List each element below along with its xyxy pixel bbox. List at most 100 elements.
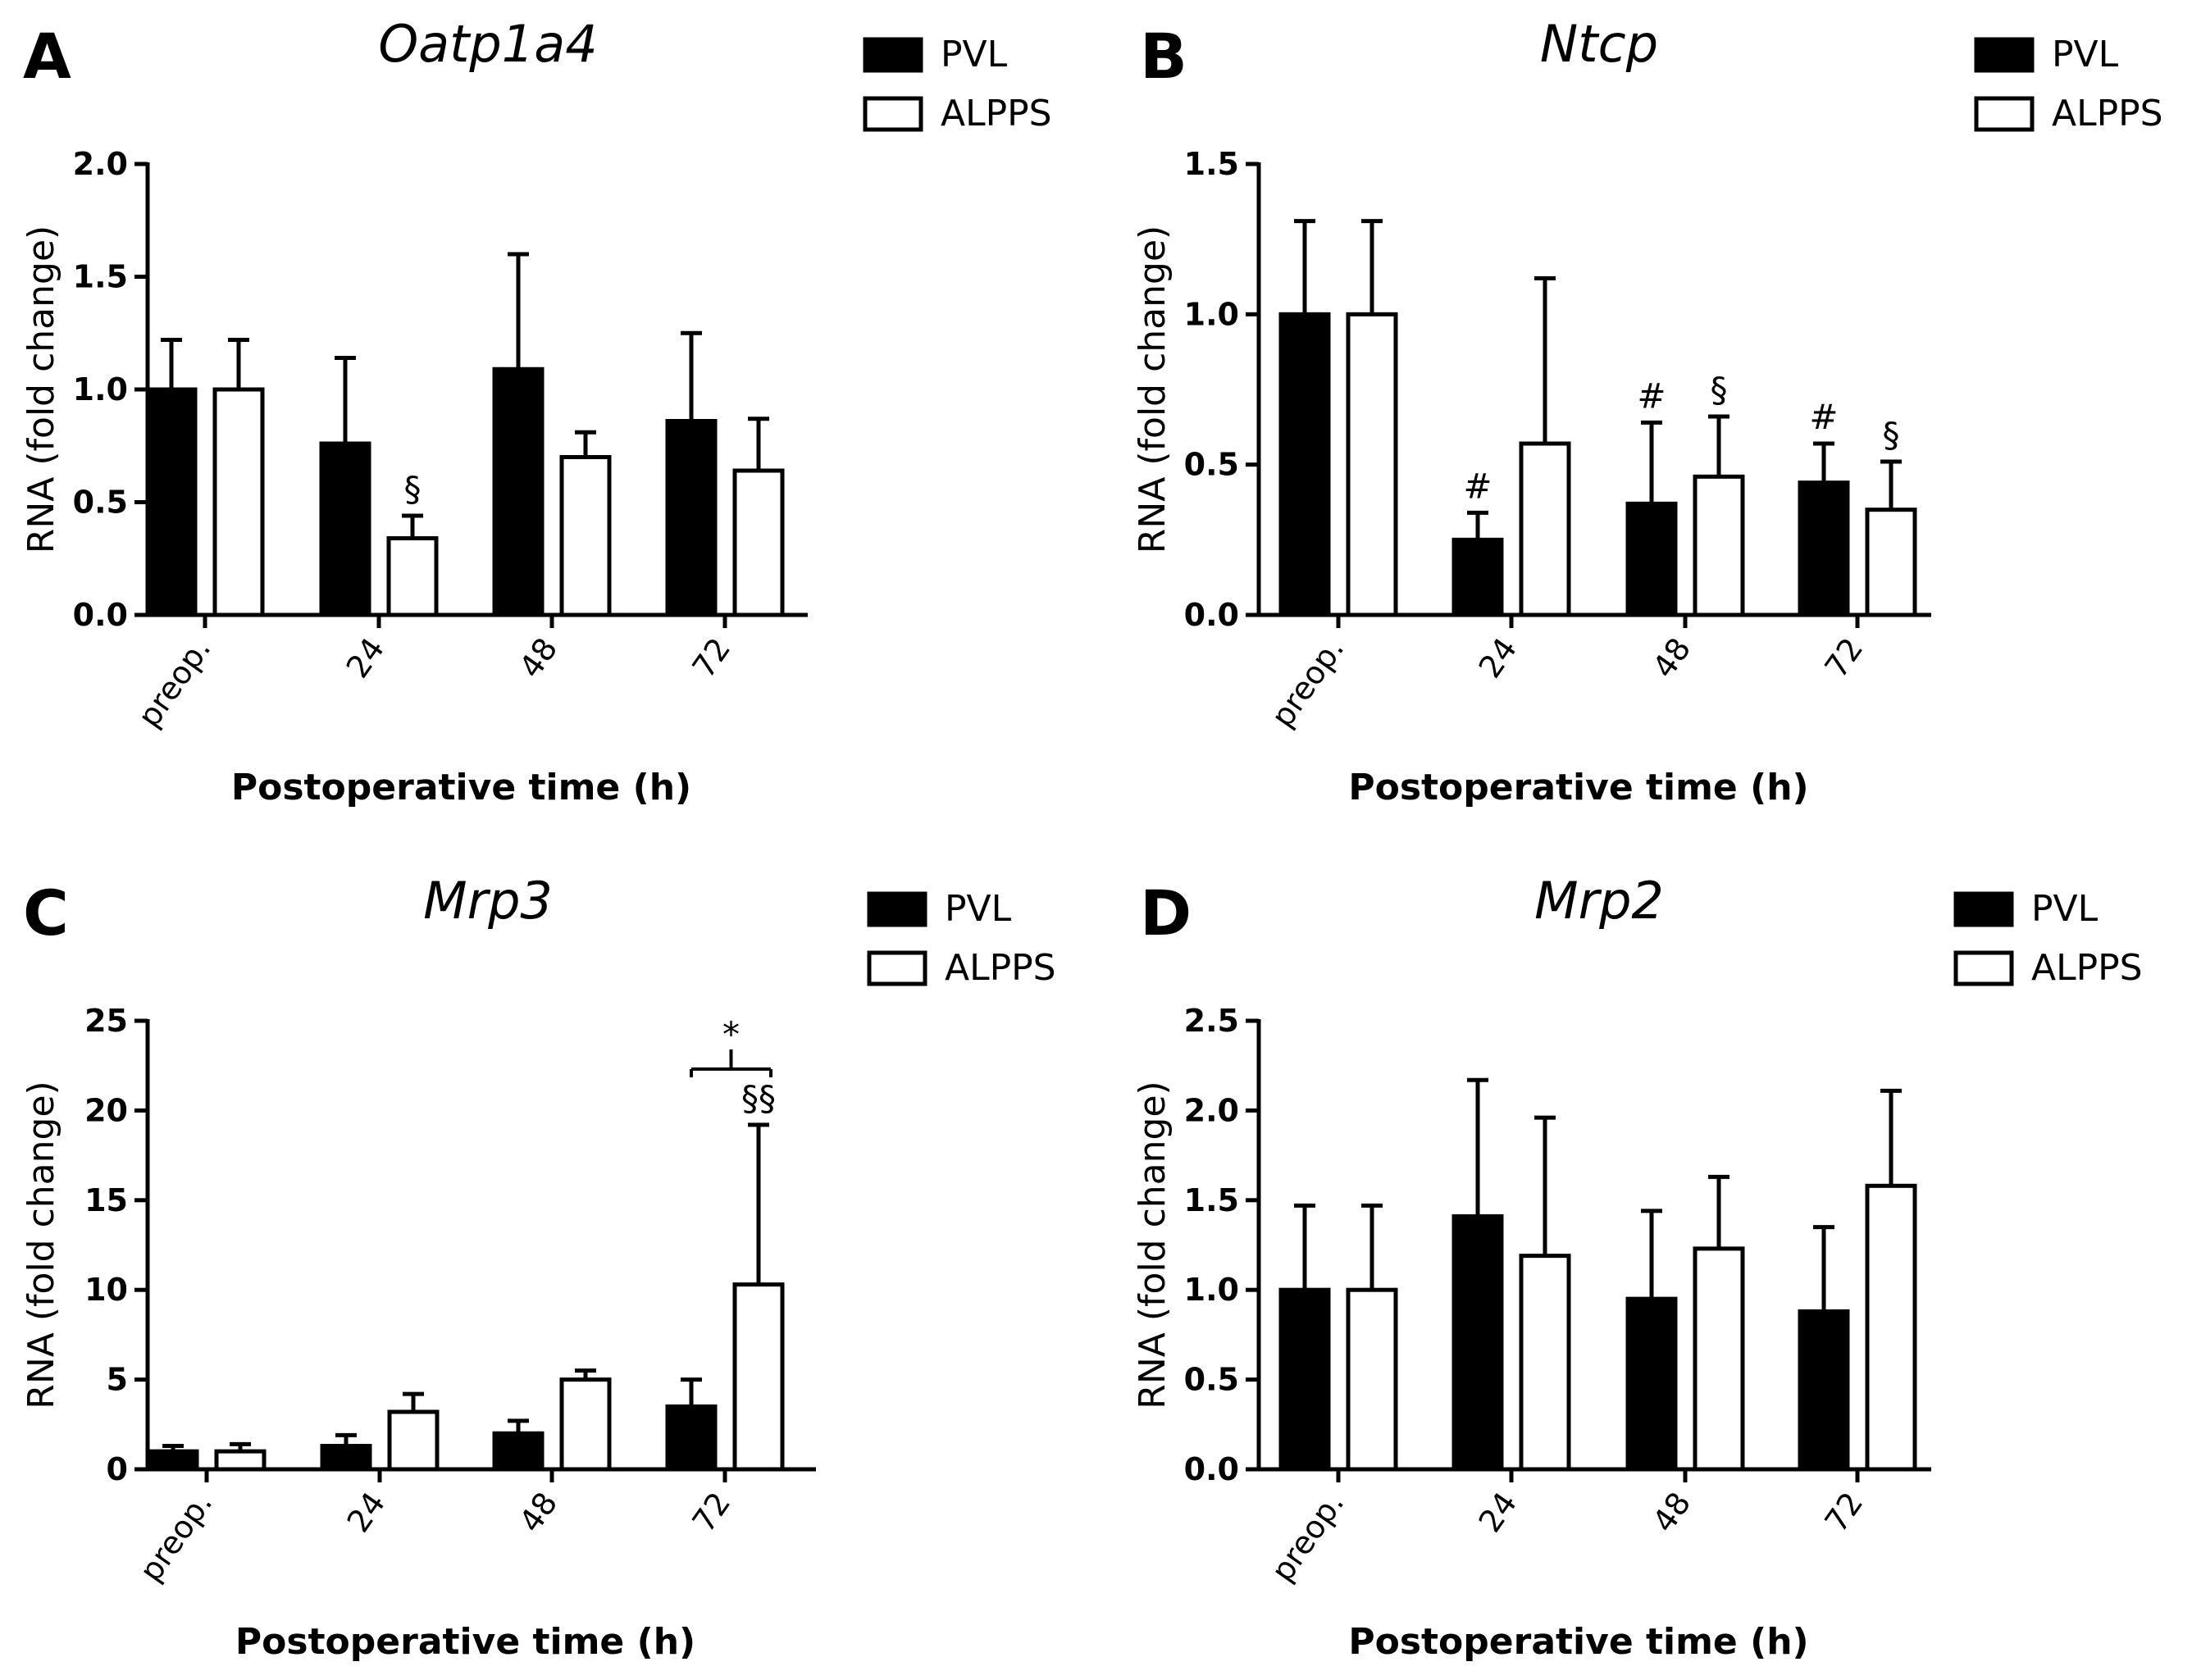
y-tick-label: 0.0: [1184, 597, 1239, 633]
bar-alpps: [386, 536, 439, 617]
y-tick-label: 1.5: [73, 259, 128, 295]
bar-alpps: [387, 1409, 440, 1472]
bar-pvl: [492, 1431, 545, 1472]
legend-label-pvl: PVL: [945, 888, 1012, 930]
legend-swatch-pvl: [1953, 891, 2014, 927]
legend-label-pvl: PVL: [2052, 34, 2119, 75]
bar-alpps: [559, 455, 612, 617]
legend-label-alpps: ALPPS: [945, 947, 1056, 989]
y-tick-label: 1.5: [1184, 1182, 1239, 1218]
legend-swatch-alpps: [867, 950, 927, 986]
bar-pvl: [1798, 480, 1850, 617]
panel-title: Mrp3: [423, 871, 553, 931]
x-tick-label: 72: [686, 631, 738, 685]
bar-alpps: [214, 1449, 267, 1472]
x-tick-label: 48: [1646, 1486, 1698, 1539]
bar-pvl: [1625, 1296, 1678, 1472]
annotation-label: #: [1637, 376, 1666, 416]
y-tick-label: 0.5: [1184, 1362, 1239, 1398]
annotation-label: §: [1711, 370, 1728, 410]
legend-swatch-pvl: [867, 891, 927, 927]
bar-pvl: [492, 367, 545, 617]
panel-d: D Mrp2 PVL ALPPS 0.0 0.5 1.0 1.5 2.0 2.5 RNA (fold…: [1132, 871, 2143, 1663]
x-tick-label: 24: [1472, 631, 1524, 685]
y-tick-label: 20: [84, 1092, 128, 1128]
bar-alpps: [1519, 441, 1571, 617]
x-tick-label: 48: [513, 631, 565, 685]
bar-alpps: [559, 1377, 612, 1472]
x-tick-label: 72: [1818, 1486, 1871, 1539]
legend-swatch-alpps: [1974, 96, 2035, 132]
y-tick-label: 2.0: [73, 146, 128, 182]
x-tick-label: 24: [340, 1486, 393, 1539]
bar-alpps: [1865, 1183, 1917, 1472]
annotation-label: #: [1809, 397, 1838, 437]
legend-swatch-alpps: [863, 96, 923, 132]
y-tick-label: 0.5: [73, 485, 128, 521]
bar-alpps: [1865, 508, 1917, 617]
legend-swatch-alpps: [1953, 950, 2014, 986]
x-tick-label: 24: [340, 631, 392, 685]
y-tick-label: 1.5: [1184, 146, 1239, 182]
annotation-label: #: [1463, 466, 1492, 506]
bar-pvl: [320, 1444, 372, 1472]
y-tick-label: 1.0: [1184, 296, 1239, 332]
bar-pvl: [665, 1404, 718, 1472]
panel-letter: A: [23, 20, 71, 93]
y-tick-label: 0.0: [1184, 1451, 1239, 1487]
bar-pvl: [1278, 1287, 1331, 1472]
y-axis-title: RNA (fold change): [21, 225, 62, 553]
panel-letter: D: [1140, 876, 1192, 949]
panel-title: Mrp2: [1534, 871, 1664, 931]
y-tick-label: 15: [84, 1182, 128, 1218]
x-axis-title: Postoperative time (h): [1348, 767, 1808, 808]
x-axis-title: Postoperative time (h): [231, 767, 691, 808]
legend-label-alpps: ALPPS: [941, 93, 1052, 134]
bar-alpps: [732, 468, 785, 617]
y-tick-label: 10: [84, 1272, 128, 1308]
y-axis-title: RNA (fold change): [1132, 225, 1173, 553]
y-tick-label: 2.0: [1184, 1092, 1239, 1128]
y-tick-label: 1.0: [1184, 1272, 1239, 1308]
legend-label-alpps: ALPPS: [2052, 93, 2163, 134]
bar-alpps: [1519, 1254, 1571, 1472]
x-axis-title: Postoperative time (h): [235, 1621, 695, 1663]
bar-alpps: [1693, 1246, 1745, 1472]
y-tick-label: 0: [107, 1451, 128, 1487]
legend-label-pvl: PVL: [941, 34, 1008, 75]
x-tick-label: preop.: [1264, 631, 1351, 734]
bar-pvl: [1451, 537, 1504, 617]
bar-alpps: [732, 1282, 785, 1472]
y-axis-title: RNA (fold change): [1132, 1081, 1173, 1409]
bar-alpps: [1346, 1287, 1398, 1472]
x-tick-label: preop.: [1264, 1486, 1351, 1588]
annotation-label: §: [1883, 415, 1900, 455]
legend-label-alpps: ALPPS: [2031, 947, 2143, 989]
panel-a: A Oatp1a4 PVL ALPPS 0.0 0.5 1.0 1.5 2.0 RNA (fold…: [21, 14, 1052, 808]
y-tick-label: 0.0: [73, 597, 128, 633]
x-tick-label: preop.: [130, 631, 217, 734]
annotation-label: *: [722, 1014, 740, 1054]
x-tick-label: 24: [1472, 1486, 1524, 1539]
panel-letter: C: [23, 876, 69, 949]
annotation-label: §: [404, 469, 422, 509]
bar-pvl: [665, 419, 718, 617]
bar-pvl: [1625, 501, 1678, 617]
x-tick-label: 48: [513, 1486, 565, 1539]
bar-pvl: [147, 1449, 199, 1472]
x-tick-label: preop.: [132, 1486, 219, 1588]
y-tick-label: 25: [84, 1003, 128, 1039]
y-tick-label: 5: [107, 1362, 128, 1398]
bar-alpps: [1693, 474, 1745, 617]
y-tick-label: 0.5: [1184, 447, 1239, 483]
x-tick-label: 48: [1646, 631, 1698, 685]
x-tick-label: 72: [686, 1486, 738, 1539]
x-axis-title: Postoperative time (h): [1348, 1621, 1808, 1663]
y-tick-label: 2.5: [1184, 1003, 1239, 1039]
bar-pvl: [1451, 1213, 1504, 1472]
y-axis-title: RNA (fold change): [21, 1081, 62, 1409]
bar-pvl: [1278, 312, 1331, 617]
bar-alpps: [1346, 312, 1398, 617]
